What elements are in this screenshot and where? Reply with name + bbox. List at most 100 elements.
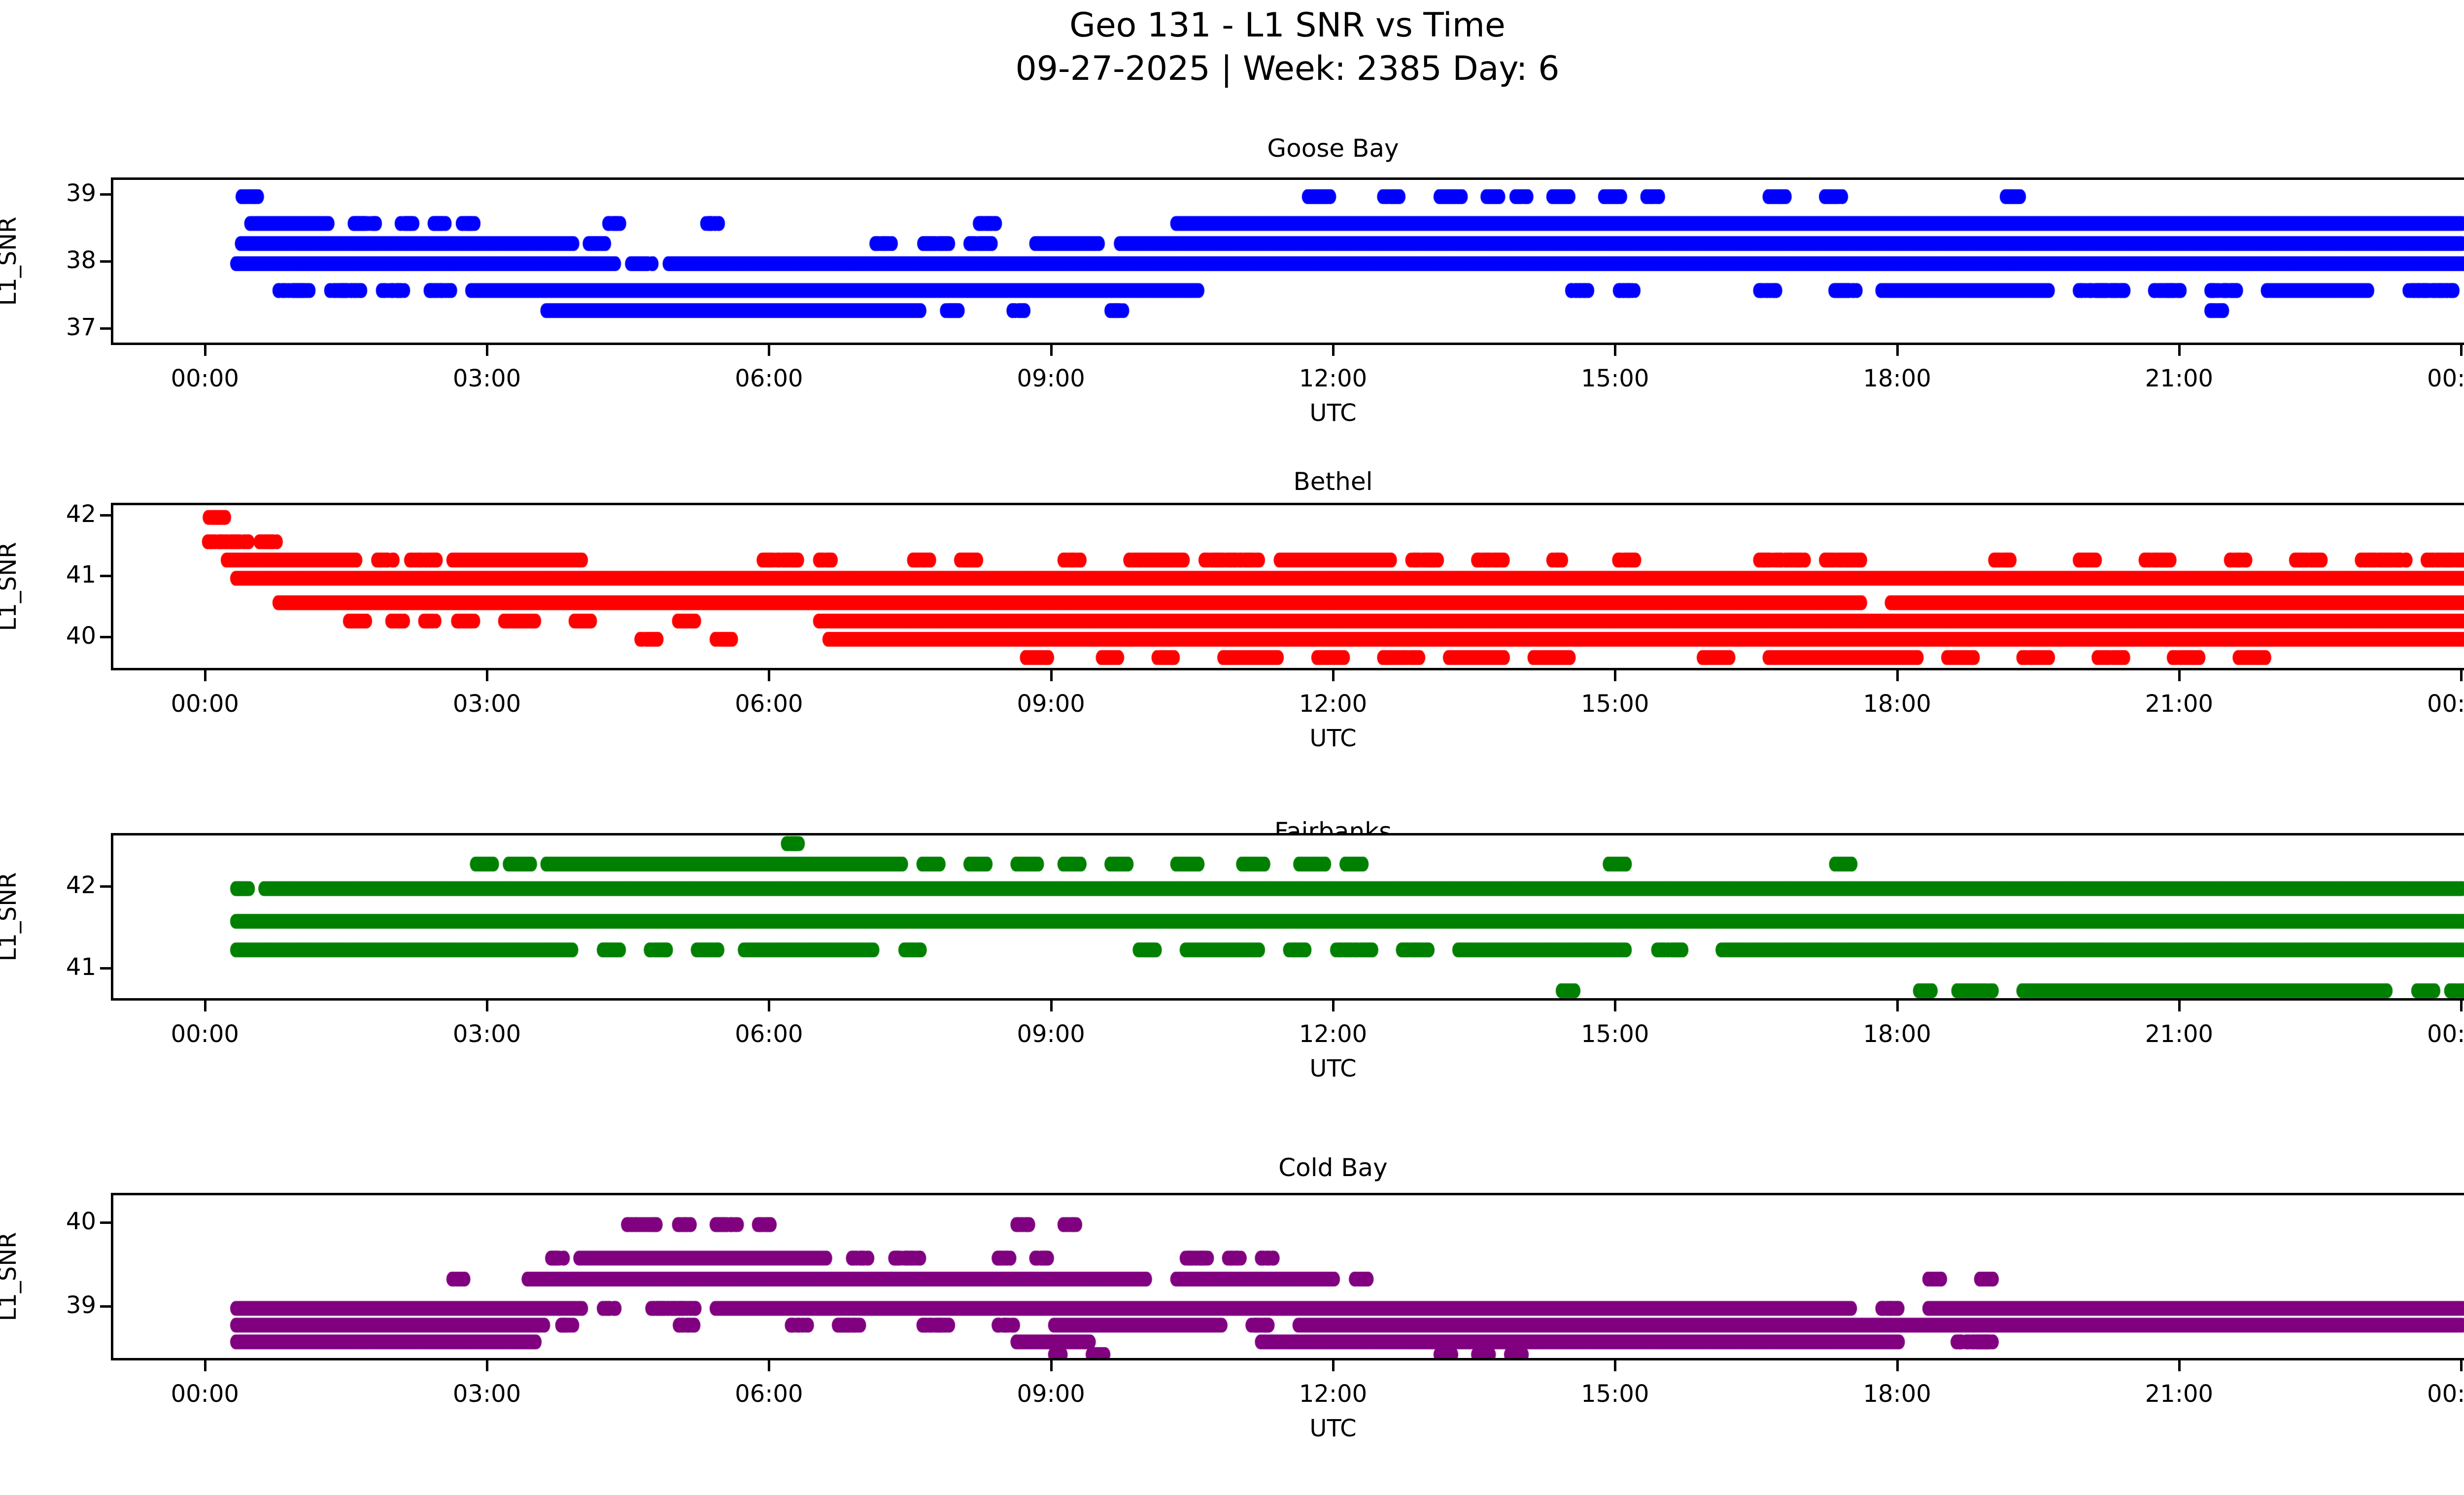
y-tick-mark-bethel-1 bbox=[100, 575, 111, 578]
subplot-title-goose-bay: Goose Bay bbox=[1267, 134, 1399, 163]
scatter-points-cold-bay bbox=[113, 1195, 2464, 1358]
x-axis-label-cold-bay: UTC bbox=[1309, 1415, 1357, 1442]
x-tick-label-fairbanks-6: 18:00 bbox=[1863, 1020, 1931, 1048]
x-tick-label-cold-bay-3: 09:00 bbox=[1017, 1380, 1085, 1408]
x-tick-mark-fairbanks-2 bbox=[768, 1001, 771, 1011]
x-tick-mark-fairbanks-8 bbox=[2460, 1001, 2463, 1011]
x-axis-label-fairbanks: UTC bbox=[1309, 1055, 1357, 1082]
y-tick-mark-bethel-2 bbox=[100, 514, 111, 517]
y-tick-mark-goose-bay-0 bbox=[100, 327, 111, 330]
plot-area-fairbanks bbox=[111, 833, 2464, 1001]
scatter-points-goose-bay bbox=[113, 180, 2464, 343]
y-tick-label-bethel-2: 42 bbox=[66, 500, 96, 528]
y-tick-mark-fairbanks-1 bbox=[100, 885, 111, 888]
x-tick-label-goose-bay-6: 18:00 bbox=[1863, 365, 1931, 392]
x-tick-label-goose-bay-4: 12:00 bbox=[1299, 365, 1368, 392]
x-tick-mark-cold-bay-3 bbox=[1050, 1360, 1053, 1371]
plot-area-cold-bay bbox=[111, 1193, 2464, 1360]
x-tick-mark-cold-bay-4 bbox=[1332, 1360, 1335, 1371]
y-tick-mark-cold-bay-0 bbox=[100, 1305, 111, 1308]
x-tick-mark-cold-bay-2 bbox=[768, 1360, 771, 1371]
x-tick-label-cold-bay-1: 03:00 bbox=[452, 1380, 521, 1408]
x-tick-mark-goose-bay-8 bbox=[2460, 345, 2463, 356]
x-tick-mark-goose-bay-0 bbox=[204, 345, 206, 356]
x-tick-label-cold-bay-6: 18:00 bbox=[1863, 1380, 1931, 1408]
x-tick-label-goose-bay-5: 15:00 bbox=[1581, 365, 1649, 392]
subplot-title-cold-bay: Cold Bay bbox=[1278, 1153, 1388, 1182]
y-tick-label-fairbanks-0: 41 bbox=[66, 953, 96, 981]
y-tick-label-goose-bay-2: 39 bbox=[66, 179, 96, 207]
y-tick-label-cold-bay-1: 40 bbox=[66, 1207, 96, 1235]
x-tick-label-cold-bay-0: 00:00 bbox=[171, 1380, 239, 1408]
x-tick-label-bethel-4: 12:00 bbox=[1299, 690, 1368, 718]
y-tick-label-cold-bay-0: 39 bbox=[66, 1291, 96, 1319]
x-tick-label-goose-bay-1: 03:00 bbox=[452, 365, 521, 392]
x-tick-label-fairbanks-1: 03:00 bbox=[452, 1020, 521, 1048]
x-tick-label-bethel-5: 15:00 bbox=[1581, 690, 1649, 718]
x-tick-mark-bethel-0 bbox=[204, 670, 206, 681]
x-tick-label-fairbanks-8: 00:00 bbox=[2427, 1020, 2464, 1048]
x-tick-mark-cold-bay-8 bbox=[2460, 1360, 2463, 1371]
x-tick-label-fairbanks-7: 21:00 bbox=[2145, 1020, 2214, 1048]
x-tick-label-goose-bay-2: 06:00 bbox=[735, 365, 803, 392]
y-tick-mark-fairbanks-0 bbox=[100, 967, 111, 970]
plot-area-goose-bay bbox=[111, 177, 2464, 345]
x-tick-mark-goose-bay-5 bbox=[1614, 345, 1617, 356]
x-tick-label-goose-bay-7: 21:00 bbox=[2145, 365, 2214, 392]
x-tick-label-fairbanks-5: 15:00 bbox=[1581, 1020, 1649, 1048]
x-tick-mark-cold-bay-6 bbox=[1896, 1360, 1899, 1371]
x-tick-mark-bethel-1 bbox=[486, 670, 489, 681]
scatter-points-fairbanks bbox=[113, 835, 2464, 998]
x-tick-mark-goose-bay-2 bbox=[768, 345, 771, 356]
subplot-title-bethel: Bethel bbox=[1293, 467, 1373, 496]
x-tick-label-cold-bay-2: 06:00 bbox=[735, 1380, 803, 1408]
x-tick-mark-goose-bay-4 bbox=[1332, 345, 1335, 356]
y-tick-mark-goose-bay-2 bbox=[100, 193, 111, 196]
x-tick-label-bethel-8: 00:00 bbox=[2427, 690, 2464, 718]
x-tick-label-goose-bay-3: 09:00 bbox=[1017, 365, 1085, 392]
x-tick-mark-bethel-6 bbox=[1896, 670, 1899, 681]
x-tick-mark-goose-bay-7 bbox=[2178, 345, 2181, 356]
x-tick-label-bethel-2: 06:00 bbox=[735, 690, 803, 718]
x-tick-mark-fairbanks-7 bbox=[2178, 1001, 2181, 1011]
y-tick-mark-bethel-0 bbox=[100, 636, 111, 638]
x-tick-label-cold-bay-4: 12:00 bbox=[1299, 1380, 1368, 1408]
x-tick-mark-goose-bay-3 bbox=[1050, 345, 1053, 356]
x-tick-mark-fairbanks-3 bbox=[1050, 1001, 1053, 1011]
x-tick-mark-bethel-7 bbox=[2178, 670, 2181, 681]
x-tick-mark-goose-bay-6 bbox=[1896, 345, 1899, 356]
x-axis-label-bethel: UTC bbox=[1309, 725, 1357, 752]
y-tick-label-goose-bay-1: 38 bbox=[66, 246, 96, 274]
y-tick-mark-goose-bay-1 bbox=[100, 260, 111, 263]
y-tick-label-fairbanks-1: 42 bbox=[66, 871, 96, 899]
x-tick-mark-bethel-2 bbox=[768, 670, 771, 681]
x-tick-label-bethel-1: 03:00 bbox=[452, 690, 521, 718]
x-tick-mark-bethel-3 bbox=[1050, 670, 1053, 681]
x-tick-label-fairbanks-4: 12:00 bbox=[1299, 1020, 1368, 1048]
x-tick-mark-cold-bay-1 bbox=[486, 1360, 489, 1371]
x-tick-mark-fairbanks-5 bbox=[1614, 1001, 1617, 1011]
figure-suptitle-line1: Geo 131 - L1 SNR vs Time bbox=[1069, 6, 1506, 45]
y-tick-label-goose-bay-0: 37 bbox=[66, 313, 96, 341]
x-tick-label-bethel-6: 18:00 bbox=[1863, 690, 1931, 718]
x-tick-mark-cold-bay-0 bbox=[204, 1360, 206, 1371]
x-tick-mark-fairbanks-6 bbox=[1896, 1001, 1899, 1011]
x-tick-label-fairbanks-3: 09:00 bbox=[1017, 1020, 1085, 1048]
x-tick-mark-goose-bay-1 bbox=[486, 345, 489, 356]
x-tick-label-bethel-0: 00:00 bbox=[171, 690, 239, 718]
x-tick-mark-cold-bay-5 bbox=[1614, 1360, 1617, 1371]
x-tick-label-cold-bay-8: 00:00 bbox=[2427, 1380, 2464, 1408]
x-tick-mark-bethel-8 bbox=[2460, 670, 2463, 681]
x-tick-label-bethel-7: 21:00 bbox=[2145, 690, 2214, 718]
y-tick-label-bethel-1: 41 bbox=[66, 561, 96, 589]
x-tick-label-goose-bay-8: 00:00 bbox=[2427, 365, 2464, 392]
plot-area-bethel bbox=[111, 503, 2464, 670]
x-axis-label-goose-bay: UTC bbox=[1309, 399, 1357, 427]
x-tick-mark-bethel-4 bbox=[1332, 670, 1335, 681]
x-tick-mark-fairbanks-0 bbox=[204, 1001, 206, 1011]
y-tick-label-bethel-0: 40 bbox=[66, 622, 96, 650]
x-tick-label-cold-bay-7: 21:00 bbox=[2145, 1380, 2214, 1408]
x-tick-mark-bethel-5 bbox=[1614, 670, 1617, 681]
scatter-points-bethel bbox=[113, 505, 2464, 668]
